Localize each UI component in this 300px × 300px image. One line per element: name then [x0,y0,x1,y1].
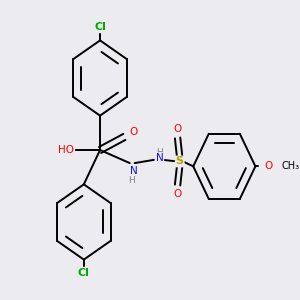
Text: Cl: Cl [78,268,90,278]
Text: O: O [173,189,182,199]
Text: S: S [176,157,184,166]
Text: O: O [130,127,138,137]
Text: N: N [130,166,138,176]
Text: H: H [128,176,134,185]
Text: N: N [156,153,164,163]
Text: O: O [265,161,273,171]
Text: HO: HO [58,145,74,155]
Text: Cl: Cl [94,22,106,32]
Text: CH₃: CH₃ [281,161,299,171]
Text: O: O [173,124,182,134]
Text: H: H [156,148,163,157]
